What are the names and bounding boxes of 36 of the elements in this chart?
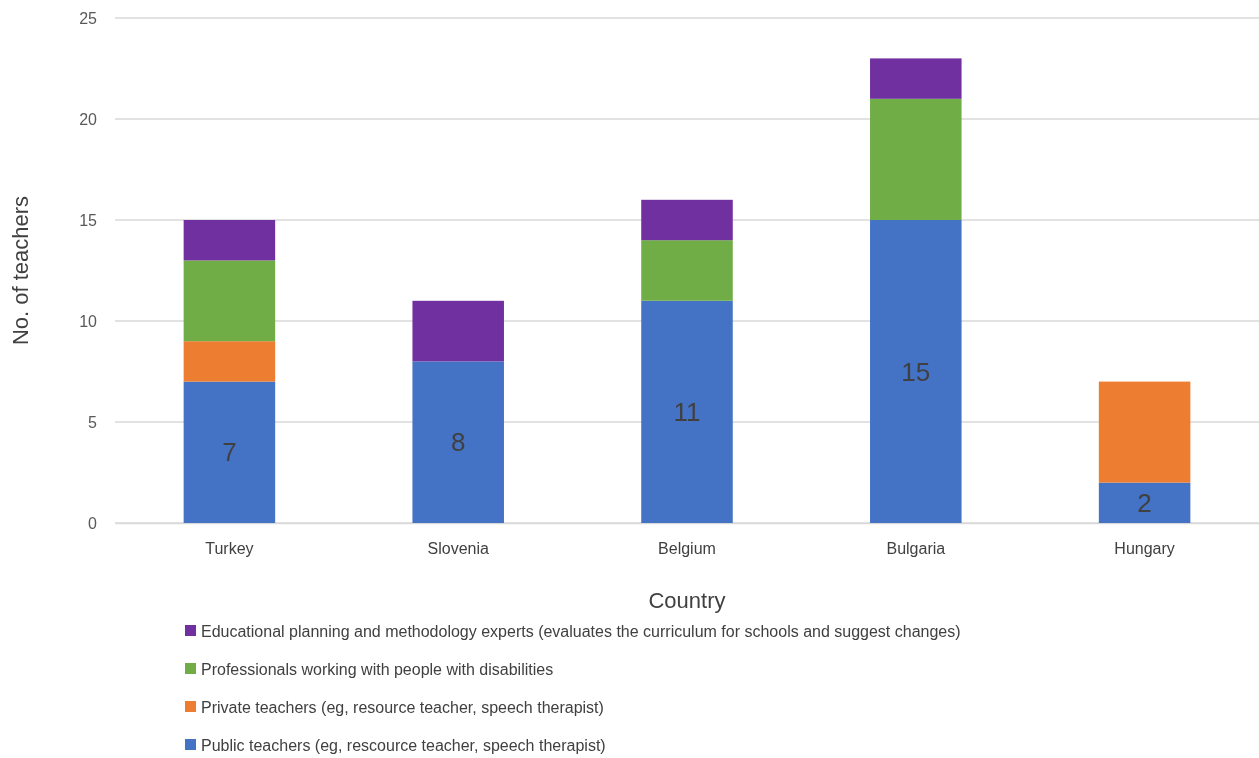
data-label: 8 — [450, 427, 466, 458]
bar — [412, 300, 504, 362]
bar — [1098, 482, 1191, 523]
x-tick-label: Bulgaria — [886, 540, 946, 558]
bar — [641, 300, 733, 523]
y-tick-label: 5 — [88, 413, 98, 431]
bar — [1098, 381, 1191, 483]
y-tick-label: 10 — [79, 312, 98, 330]
y-tick-label: 20 — [79, 110, 98, 128]
x-tick-label: Slovenia — [427, 540, 489, 558]
data-label: 11 — [673, 397, 701, 427]
y-tick-label: 0 — [88, 514, 98, 532]
x-axis-title: Country — [648, 588, 726, 613]
bar — [183, 220, 276, 261]
legend-label: Private teachers (eg, resource teacher, speech therapist) — [201, 698, 604, 716]
legend-label: Professionals working with people with disabilities — [201, 660, 554, 678]
y-tick-label: 25 — [79, 9, 98, 27]
bar — [183, 341, 276, 382]
x-tick-label: Turkey — [205, 540, 254, 558]
data-label: 2 — [1137, 487, 1152, 518]
y-tick-label: 15 — [79, 211, 98, 229]
bar — [183, 260, 276, 342]
bar — [183, 381, 276, 523]
bar — [870, 98, 962, 220]
bar — [870, 58, 962, 99]
bar — [870, 220, 962, 523]
data-label: 15 — [901, 356, 931, 387]
legend-label: Public teachers (eg, rescource teacher, speech therapist) — [201, 736, 606, 754]
bar — [641, 199, 733, 241]
bar — [641, 240, 733, 301]
x-tick-label: Hungary — [1114, 540, 1175, 558]
data-label: 7 — [222, 437, 237, 468]
y-axis-title: No. of teachers — [8, 195, 33, 346]
x-tick-label: Belgium — [658, 540, 716, 558]
bar — [412, 361, 504, 523]
legend-label: Educational planning and methodology experts (evaluates the curriculum for schools and suggest changes) — [201, 622, 961, 640]
